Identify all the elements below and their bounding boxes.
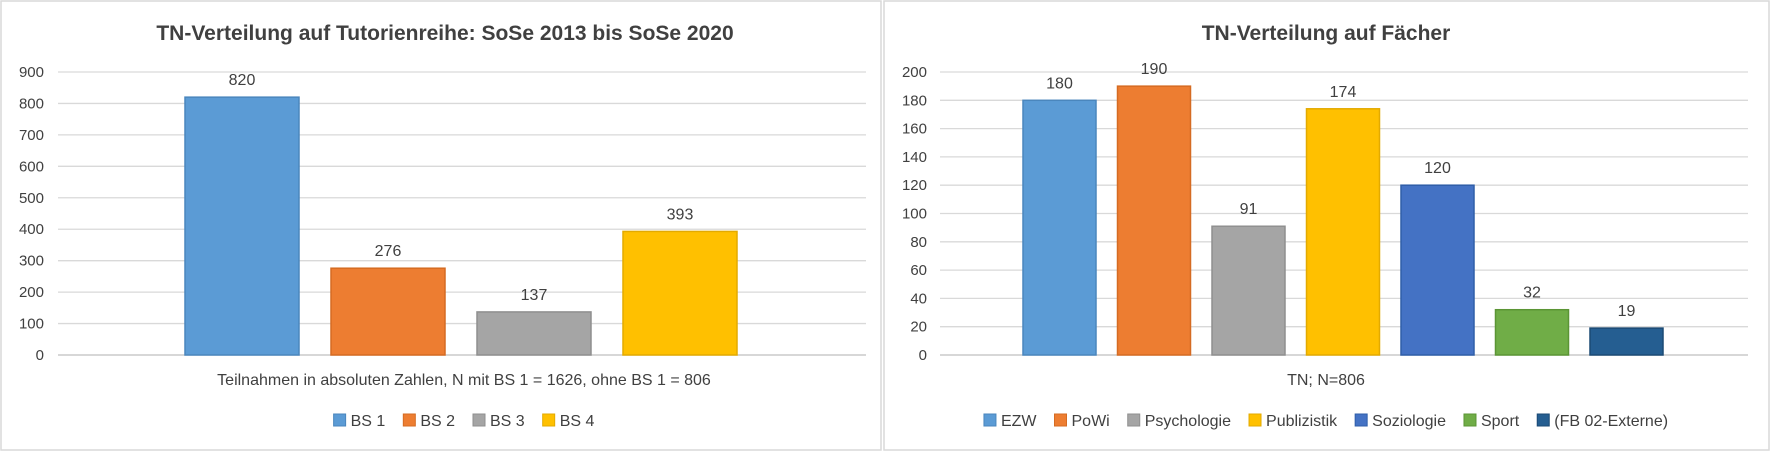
left-bar-bs-1 — [184, 96, 300, 356]
left-chart-xlabel: Teilnahmen in absoluten Zahlen, N mit BS… — [217, 372, 711, 389]
left-data-label: 820 — [229, 72, 256, 89]
left-bar-bs-2 — [330, 267, 446, 356]
left-y-tick-label: 900 — [19, 64, 44, 81]
right-y-tick-label: 180 — [902, 92, 927, 109]
left-legend-label: BS 4 — [560, 413, 595, 430]
left-y-tick-label: 200 — [19, 284, 44, 301]
right-bar-fb-02-externe — [1589, 327, 1664, 356]
right-legend-swatch — [1127, 413, 1141, 427]
left-data-label: 393 — [667, 206, 694, 223]
left-legend-swatch — [402, 413, 416, 427]
right-data-label: 120 — [1424, 160, 1451, 177]
left-legend-label: BS 3 — [490, 413, 525, 430]
left-legend-swatch — [472, 413, 486, 427]
right-legend-label: EZW — [1001, 413, 1037, 430]
right-y-tick-label: 60 — [910, 262, 927, 279]
right-y-tick-label: 100 — [902, 206, 927, 223]
right-y-tick-label: 140 — [902, 149, 927, 166]
left-legend: BS 1 BS 2 BS 3 BS 4 — [333, 413, 595, 430]
right-y-tick-label: 0 — [919, 347, 927, 364]
left-y-tick-label: 500 — [19, 190, 44, 207]
right-y-tick-label: 200 — [902, 64, 927, 81]
left-data-label: 276 — [375, 243, 402, 260]
left-legend-swatch — [542, 413, 556, 427]
right-bar-ezw — [1022, 99, 1097, 356]
left-y-tick-label: 700 — [19, 127, 44, 144]
left-y-tick-label: 100 — [19, 316, 44, 333]
left-y-tick-label: 0 — [36, 347, 44, 364]
right-legend-swatch — [983, 413, 997, 427]
right-bar-powi — [1116, 85, 1192, 356]
right-legend-label: Soziologie — [1372, 413, 1446, 430]
left-y-tick-label: 400 — [19, 221, 44, 238]
right-bar-sport — [1494, 308, 1570, 356]
right-legend-label: Psychologie — [1145, 413, 1231, 430]
right-chart-xlabel: TN; N=806 — [1287, 372, 1365, 389]
right-bar-publizistik — [1305, 108, 1381, 356]
right-legend-swatch — [1354, 413, 1368, 427]
right-bar-psychologie — [1211, 225, 1286, 356]
right-legend-label: (FB 02-Externe) — [1554, 413, 1668, 430]
left-legend-label: BS 1 — [351, 413, 386, 430]
right-chart-title: TN-Verteilung auf Fächer — [1202, 22, 1451, 45]
right-legend-swatch — [1536, 413, 1550, 427]
left-plot-area: 0 100 200 300 400 500 600 700 800 900 820 276 137 393 — [19, 64, 866, 364]
right-legend-label: Publizistik — [1266, 413, 1338, 430]
left-y-tick-label: 300 — [19, 253, 44, 270]
left-y-tick-label: 800 — [19, 95, 44, 112]
left-bar-bs-3 — [476, 311, 592, 356]
right-legend: EZW PoWi Psychologie Publizistik Soziologie S… — [983, 413, 1668, 430]
left-bar-bs-4 — [622, 230, 738, 356]
right-data-label: 32 — [1523, 285, 1541, 302]
right-data-label: 91 — [1240, 201, 1258, 218]
right-data-label: 174 — [1330, 84, 1357, 101]
right-legend-swatch — [1463, 413, 1477, 427]
right-legend-label: Sport — [1481, 413, 1520, 430]
left-chart-frame — [0, 0, 882, 451]
right-data-label: 180 — [1046, 75, 1073, 92]
right-y-tick-label: 80 — [910, 234, 927, 251]
right-y-tick-label: 160 — [902, 121, 927, 138]
right-legend-swatch — [1054, 413, 1067, 427]
right-plot-area: 0 20 40 60 80 100 120 140 160 180 200 180 190 91 174 12… — [902, 61, 1748, 364]
right-data-label: 190 — [1141, 61, 1168, 78]
right-legend-label: PoWi — [1072, 413, 1110, 430]
right-bar-soziologie — [1400, 184, 1475, 356]
left-y-tick-label: 600 — [19, 158, 44, 175]
right-y-tick-label: 120 — [902, 177, 927, 194]
left-data-label: 137 — [521, 287, 548, 304]
left-legend-swatch — [333, 413, 347, 427]
right-legend-swatch — [1248, 413, 1262, 427]
right-y-tick-label: 40 — [910, 290, 927, 307]
left-chart-title: TN-Verteilung auf Tutorienreihe: SoSe 20… — [156, 22, 733, 45]
left-legend-label: BS 2 — [420, 413, 455, 430]
right-data-label: 19 — [1618, 303, 1636, 320]
right-y-tick-label: 20 — [910, 319, 927, 336]
